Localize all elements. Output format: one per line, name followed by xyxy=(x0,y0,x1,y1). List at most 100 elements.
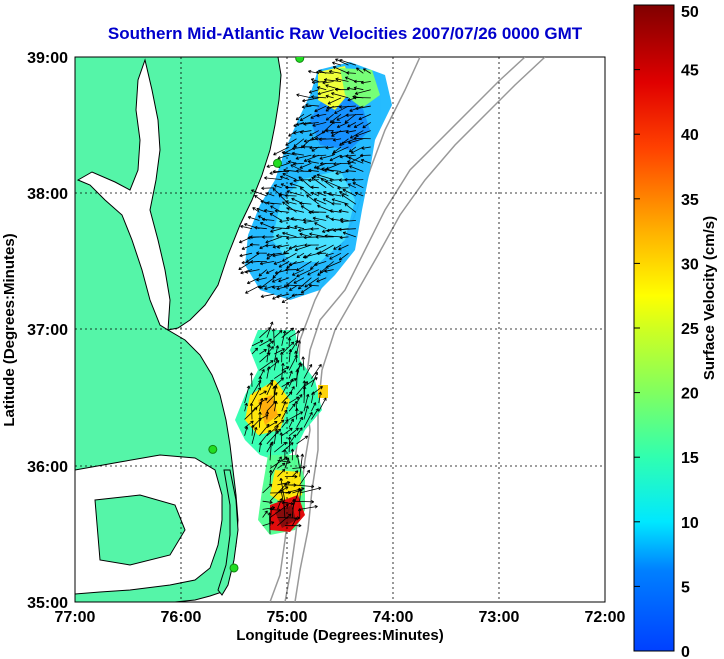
velocity-arrow xyxy=(334,87,349,92)
velocity-arrow xyxy=(297,277,312,290)
velocity-patch-edge-east xyxy=(318,385,328,398)
velocity-arrow xyxy=(247,215,260,221)
y-axis: 39:00 38:00 37:00 36:00 35:00 xyxy=(27,50,68,612)
velocity-arrow xyxy=(301,356,305,371)
velocity-arrow xyxy=(316,191,327,197)
velocity-arrow xyxy=(259,260,275,266)
velocity-arrow xyxy=(310,95,327,99)
velocity-arrow xyxy=(299,469,310,486)
velocity-arrow xyxy=(280,183,290,189)
velocity-arrow xyxy=(262,510,268,518)
chart-title: Southern Mid-Atlantic Raw Velocities 200… xyxy=(107,24,583,43)
velocity-arrow xyxy=(278,261,290,268)
velocity-arrow xyxy=(259,348,267,355)
velocity-arrow xyxy=(260,293,275,299)
velocity-arrow xyxy=(297,508,302,518)
colorbar-label: Surface Velocity (cm/s) xyxy=(701,216,718,380)
velocity-arrow xyxy=(325,180,342,189)
velocity-arrow xyxy=(314,105,327,113)
velocity-arrow xyxy=(299,232,312,238)
velocity-arrow xyxy=(316,277,327,283)
velocity-arrow xyxy=(262,506,276,510)
velocity-arrow xyxy=(329,154,342,162)
velocity-arrow xyxy=(240,224,253,230)
pamlico-inlet xyxy=(94,494,186,566)
velocity-arrow xyxy=(319,154,334,160)
velocity-arrow xyxy=(289,182,305,189)
velocity-arrow xyxy=(332,138,342,142)
colorbar-tick-label: 10 xyxy=(681,515,699,532)
velocity-arrow xyxy=(250,189,267,197)
velocity-arrow xyxy=(297,228,312,232)
colorbar-tick-label: 15 xyxy=(681,450,699,467)
velocity-arrow xyxy=(318,244,334,254)
velocity-arrow xyxy=(339,58,357,66)
velocity-arrow xyxy=(299,113,312,121)
velocity-arrow xyxy=(311,371,319,387)
velocity-arrow xyxy=(338,227,356,232)
velocity-arrow xyxy=(345,113,364,117)
velocity-arrow xyxy=(331,146,349,155)
velocity-arrow xyxy=(353,86,364,91)
velocity-arrow xyxy=(309,146,327,150)
velocity-arrow xyxy=(252,207,260,213)
velocity-arrow xyxy=(352,182,364,189)
velocity-arrow xyxy=(281,252,297,262)
velocity-arrow xyxy=(309,232,327,238)
velocity-arrow xyxy=(302,97,319,103)
velocity-arrow xyxy=(254,194,268,205)
velocity-arrow xyxy=(277,481,291,486)
velocity-arrow xyxy=(269,456,282,477)
velocity-arrow xyxy=(292,488,303,494)
velocity-arrow xyxy=(241,244,253,250)
y-tick-label: 39:00 xyxy=(27,50,68,67)
velocity-arrow xyxy=(276,285,290,291)
velocity-arrow xyxy=(296,93,312,99)
velocity-arrow xyxy=(332,65,349,74)
velocity-arrow xyxy=(315,235,334,239)
velocity-arrow xyxy=(245,285,260,294)
velocity-arrow xyxy=(276,293,290,299)
velocity-arrow xyxy=(288,386,295,396)
y-tick-label: 38:00 xyxy=(27,186,68,203)
velocity-arrow xyxy=(249,242,260,247)
velocity-arrow xyxy=(340,219,356,224)
velocity-arrow xyxy=(271,328,276,346)
velocity-arrow xyxy=(288,411,304,420)
velocity-arrow xyxy=(299,504,318,510)
velocity-arrow xyxy=(330,217,342,222)
velocity-arrow xyxy=(345,169,356,173)
velocity-arrow xyxy=(277,498,283,510)
velocity-arrow xyxy=(291,151,305,156)
velocity-arrow xyxy=(298,176,312,189)
x-tick-label: 75:00 xyxy=(267,609,308,626)
velocity-arrow xyxy=(353,95,371,100)
velocity-arrow xyxy=(288,260,305,266)
velocity-arrow xyxy=(324,269,334,273)
velocity-arrow xyxy=(250,260,267,264)
radar-station-marker xyxy=(208,444,218,454)
y-tick-label: 37:00 xyxy=(27,322,68,339)
velocity-arrow xyxy=(311,363,322,379)
velocity-arrow xyxy=(326,105,342,110)
velocity-arrow xyxy=(239,252,253,258)
velocity-arrow xyxy=(270,508,281,512)
velocity-arrow xyxy=(325,252,334,257)
velocity-arrow xyxy=(360,80,371,85)
velocity-arrow xyxy=(277,459,291,464)
velocity-arrow xyxy=(276,244,290,249)
velocity-arrow xyxy=(284,193,297,198)
colorbar-tick-label: 30 xyxy=(681,256,699,273)
velocity-arrow xyxy=(251,339,264,347)
velocity-arrow xyxy=(347,154,364,165)
velocity-arrow xyxy=(331,92,349,99)
velocity-arrow xyxy=(265,243,275,248)
velocity-arrow xyxy=(275,234,290,238)
velocity-arrow xyxy=(303,220,319,224)
velocity-arrow xyxy=(296,416,303,428)
radar-station-marker xyxy=(272,158,282,168)
velocity-arrow xyxy=(329,252,342,260)
velocity-arrow xyxy=(333,162,349,166)
velocity-arrow xyxy=(277,468,286,477)
x-tick-label: 74:00 xyxy=(373,609,414,626)
